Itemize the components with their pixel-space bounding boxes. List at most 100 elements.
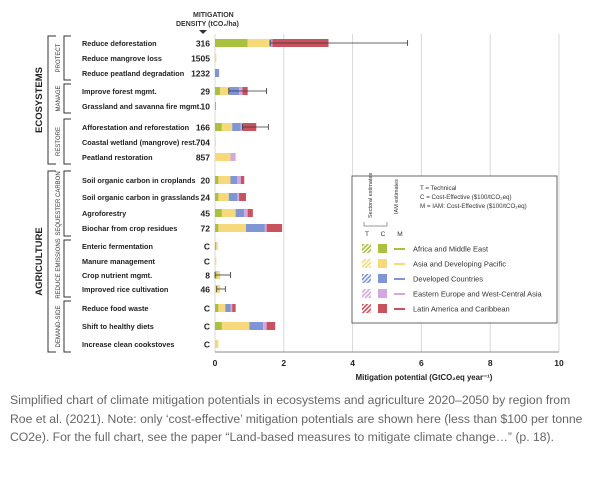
bar-segment	[215, 176, 219, 184]
row-label: Manure management	[82, 257, 156, 266]
legend-swatch-technical	[362, 274, 371, 283]
sector-bracket	[47, 35, 56, 165]
group-bracket	[63, 300, 71, 353]
density-value: 1505	[191, 54, 210, 64]
bar-segment	[215, 138, 216, 146]
legend-key-text: T = Technical	[420, 185, 456, 192]
sector-label: ECOSYSTEMS	[34, 67, 45, 133]
row-label: Crop nutrient mgmt.	[82, 271, 152, 280]
legend-swatch-cost-effective	[378, 289, 387, 298]
group-label: DEMAND-SIDE	[56, 305, 62, 347]
density-value: 704	[196, 138, 210, 148]
row-label: Improved rice cultivation	[82, 285, 168, 294]
legend-key-text: C = Cost-Effective ($100/tCO₂eq)	[420, 194, 512, 201]
legend-key-text: M = IAM: Cost-Effective ($100/tCO₂eq)	[420, 203, 527, 210]
bar-segment	[247, 209, 253, 217]
density-value: 166	[196, 123, 210, 133]
legend-colbracket	[363, 222, 388, 227]
x-tick-label: 10	[554, 358, 564, 368]
bar-segment	[216, 242, 218, 250]
bar-segment	[237, 176, 241, 184]
chart-container: MITIGATION DENSITY (tCO₂/ha) ECOSYSTEMS PRO…	[34, 12, 564, 382]
x-tick-label: 2	[281, 358, 286, 368]
density-value: C	[204, 322, 210, 332]
density-header-arrow	[199, 30, 207, 34]
density-value: 8	[205, 271, 210, 281]
row-label: Shift to healthy diets	[82, 322, 154, 331]
density-header-line1: MITIGATION	[193, 12, 234, 19]
legend-entry-label: Latin America and Caribbean	[413, 305, 510, 314]
sector-bracket	[47, 170, 56, 353]
bar-segment	[215, 153, 231, 161]
legend-colhead: IAM estimates	[394, 179, 400, 214]
group-bracket	[63, 83, 71, 114]
density-value: C	[204, 242, 210, 252]
density-value: 45	[201, 209, 211, 219]
legend-swatch-cost-effective	[378, 304, 387, 313]
legend-entry-label: Eastern Europe and West-Central Asia	[413, 290, 543, 299]
group-label: SEQUESTER CARBON	[56, 171, 62, 235]
density-header-line2: DENSITY (tCO₂/ha)	[176, 21, 239, 28]
legend-swatch-iam	[394, 278, 405, 280]
density-value: C	[204, 304, 210, 314]
bar-segment	[221, 123, 233, 131]
x-axis-title: Mitigation potential (GtCO₂eq year⁻¹)	[356, 373, 493, 382]
row-label: Soil organic carbon in croplands	[82, 176, 196, 185]
bar-segment	[232, 304, 236, 312]
bar-segment	[264, 224, 267, 232]
row-label: Reduce food waste	[82, 304, 149, 313]
legend-column-letter: T	[365, 231, 369, 238]
group-label: REDUCE EMISSIONS	[56, 238, 62, 298]
bar-segment	[215, 242, 217, 250]
density-value: 29	[201, 87, 211, 97]
bar-segment	[218, 224, 246, 232]
bar-segment	[230, 304, 233, 312]
bar-segment	[235, 209, 245, 217]
bar-segment	[215, 123, 222, 131]
mitigation-chart: MITIGATION DENSITY (tCO₂/ha) ECOSYSTEMS PRO…	[34, 12, 564, 382]
bar-segment	[215, 257, 217, 265]
group-label: RESTORE	[56, 127, 62, 156]
density-value: 20	[201, 176, 211, 186]
legend-swatch-iam	[394, 308, 405, 310]
bar-segment	[240, 123, 243, 131]
bar-segment	[266, 322, 276, 330]
legend-column-letter: M	[397, 231, 402, 238]
bar-segment	[221, 209, 236, 217]
bar-segment	[230, 176, 238, 184]
bar-segment	[215, 87, 221, 95]
group-bracket	[63, 35, 71, 81]
bar-segment	[215, 39, 248, 47]
legend-swatch-cost-effective	[378, 259, 387, 268]
group-label: PROTECT	[56, 43, 62, 72]
legend-swatch-technical	[362, 259, 371, 268]
bar-segment	[218, 176, 231, 184]
legend-swatch-cost-effective	[378, 244, 387, 253]
bar-segment	[249, 322, 264, 330]
legend-swatch-iam	[394, 263, 405, 265]
bar-segment	[247, 39, 271, 47]
legend-entry-label: Asia and Developing Pacific	[413, 260, 506, 269]
bar-segment	[218, 304, 226, 312]
bar-segment	[215, 193, 219, 201]
bar-segment	[215, 209, 222, 217]
legend-entry-label: Africa and Middle East	[413, 245, 489, 254]
bar-segment	[221, 322, 250, 330]
row-label: Reduce peatland degradation	[82, 69, 184, 78]
bar-segment	[239, 193, 246, 201]
bar-segment	[215, 304, 219, 312]
bar-segment	[215, 224, 219, 232]
bar-segment	[215, 69, 220, 77]
bar-segment	[232, 123, 241, 131]
bar-segment	[244, 209, 248, 217]
row-label: Agroforestry	[82, 209, 127, 218]
bar-segment	[215, 102, 217, 110]
group-bracket	[63, 170, 71, 237]
bar-segment	[266, 224, 283, 232]
legend-colhead: Sectoral estimates	[368, 173, 374, 218]
legend-swatch-iam	[394, 293, 405, 295]
bar-segment	[240, 176, 245, 184]
density-value: 24	[201, 193, 211, 203]
group-bracket	[63, 239, 71, 298]
